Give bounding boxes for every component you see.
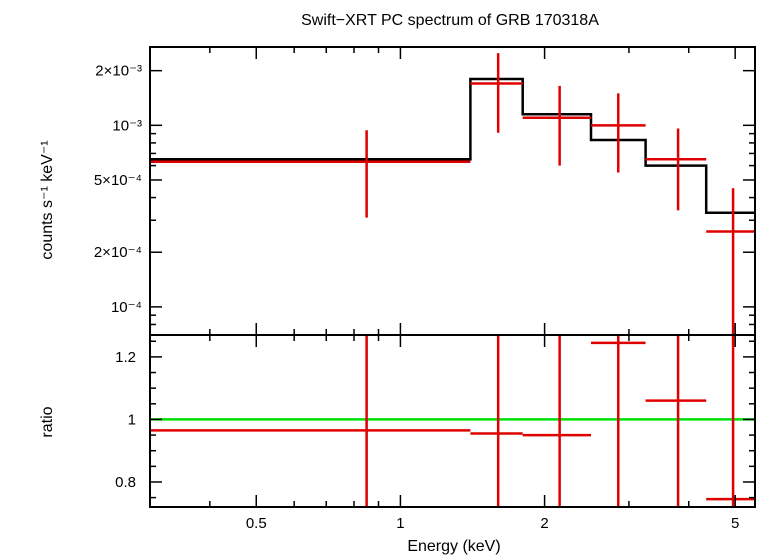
chart-title: Swift−XRT PC spectrum of GRB 170318A <box>301 12 599 29</box>
model-step-line <box>150 77 755 214</box>
y-tick-label: 10⁻³ <box>112 117 142 134</box>
y-tick-label: 5×10⁻⁴ <box>94 172 142 189</box>
y-tick-label: 1.2 <box>115 349 136 366</box>
y-tick-label: 0.8 <box>115 474 136 491</box>
x-tick-label: 5 <box>731 515 739 532</box>
spectrum-panel-frame <box>149 46 756 336</box>
top-y-axis-label: counts s⁻¹ keV⁻¹ <box>39 140 56 259</box>
bottom-y-axis-label: ratio <box>39 406 56 437</box>
ratio-panel-frame <box>149 334 756 508</box>
x-tick-label: 1 <box>396 515 404 532</box>
y-tick-label: 1 <box>128 411 136 428</box>
y-tick-label: 2×10⁻³ <box>95 63 142 80</box>
ratio-panel: 0.8 1 1.2 0.5 1 2 5 <box>115 334 756 532</box>
x-tick-label: 0.5 <box>246 515 267 532</box>
y-tick-label: 2×10⁻⁴ <box>94 244 142 261</box>
x-axis-label: Energy (keV) <box>407 538 500 555</box>
x-tick-label: 2 <box>540 515 548 532</box>
spectrum-panel: 2×10⁻³ 10⁻³ 5×10⁻⁴ 2×10⁻⁴ 10⁻⁴ <box>94 46 756 336</box>
y-tick-label: 10⁻⁴ <box>111 299 142 316</box>
